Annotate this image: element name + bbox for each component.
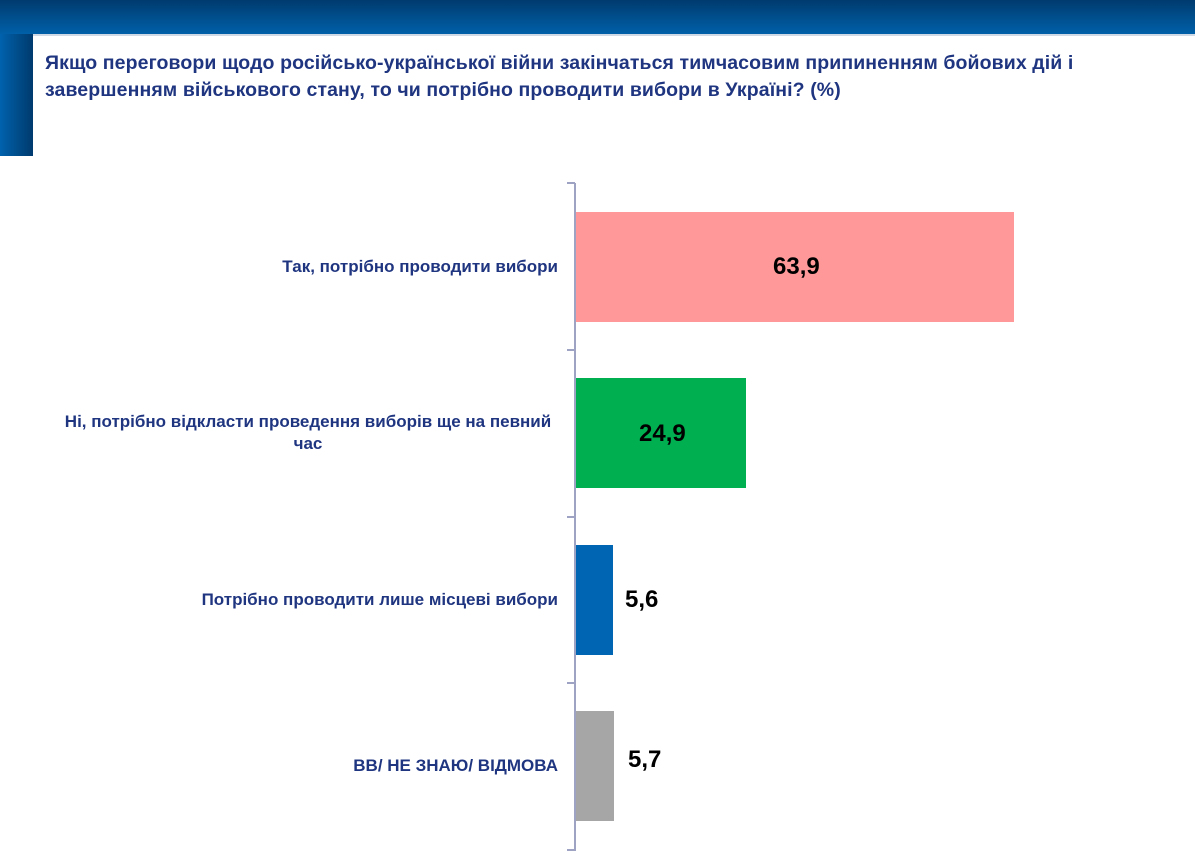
axis-tick (567, 349, 575, 351)
value-label: 24,9 (639, 420, 686, 447)
category-label: Потрібно проводити лише місцеві вибори (201, 590, 558, 609)
category-label: Ні, потрібно відкласти проведення виборі… (64, 412, 552, 453)
header-divider (0, 34, 1195, 36)
axis-tick (567, 682, 575, 684)
category-label: ВВ/ НЕ ЗНАЮ/ ВІДМОВА (353, 756, 558, 775)
category-axis (574, 183, 576, 851)
axis-tick (567, 182, 575, 184)
axis-tick (567, 516, 575, 518)
bar-yes-hold-elections (576, 212, 1014, 322)
bar-local-elections-only (576, 545, 613, 655)
header-side-accent (0, 34, 33, 156)
bar-dont-know-refused (576, 711, 614, 821)
header-band (0, 0, 1195, 34)
axis-tick (567, 849, 575, 851)
value-label: 5,6 (625, 586, 659, 613)
value-label: 5,7 (628, 746, 662, 773)
chart-title: Якщо переговори щодо російсько-українськ… (45, 52, 1074, 101)
bar-no-postpone-elections (576, 378, 746, 488)
value-label: 63,9 (773, 253, 820, 280)
category-label: Так, потрібно проводити вибори (282, 257, 558, 276)
